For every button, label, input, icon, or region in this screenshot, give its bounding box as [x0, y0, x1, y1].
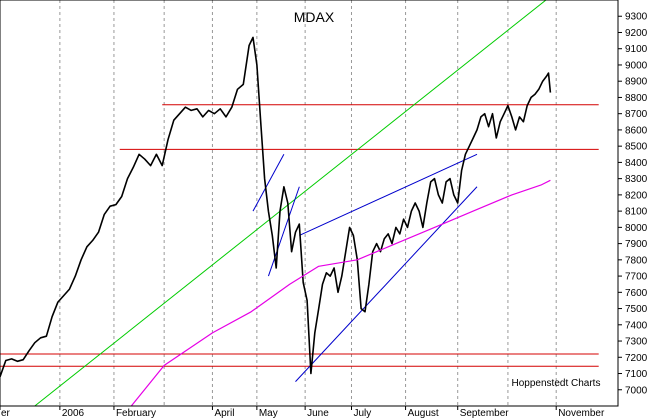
- y-tick-label-7700: 7700: [625, 272, 648, 283]
- y-tick-label-7200: 7200: [625, 353, 648, 364]
- moving-average-line: [130, 179, 551, 407]
- x-tick-label-3: April: [214, 408, 234, 419]
- y-tick-label-8200: 8200: [625, 190, 648, 201]
- trend-line-5: [295, 186, 478, 382]
- y-tick-label-8100: 8100: [625, 207, 648, 218]
- y-tick-label-8700: 8700: [625, 109, 648, 120]
- y-tick-label-8300: 8300: [625, 174, 648, 185]
- y-tick-label-7100: 7100: [625, 369, 648, 380]
- y-tick-label-9200: 9200: [625, 28, 648, 39]
- y-tick-label-9000: 9000: [625, 60, 648, 71]
- y-tick-label-8400: 8400: [625, 158, 648, 169]
- y-axis-ticks: 7000 7100 7200 7300 7400 7500 7600 7700 7800 7900…: [618, 12, 648, 396]
- x-tick-label-7: August: [408, 408, 439, 419]
- trend-line-8: [267, 186, 300, 277]
- price-series-line: [0, 36, 552, 378]
- y-tick-label-7500: 7500: [625, 304, 648, 315]
- x-tick-label-4: May: [259, 408, 278, 419]
- overlay-lines: [0, 0, 599, 407]
- y-tick-label-7000: 7000: [625, 385, 648, 396]
- y-tick-label-7600: 7600: [625, 288, 648, 299]
- series-lines: [0, 36, 552, 407]
- trend-line-7: [252, 154, 285, 212]
- chart-credit: Hoppenstedt Charts: [512, 378, 601, 389]
- trend-line-6: [299, 153, 478, 236]
- y-tick-label-8900: 8900: [625, 77, 648, 88]
- chart-title: MDAX: [294, 9, 335, 25]
- x-tick-label-8: September: [460, 408, 510, 419]
- y-tick-label-9100: 9100: [625, 44, 648, 55]
- x-tick-label-9: November: [558, 408, 605, 419]
- y-tick-label-8600: 8600: [625, 125, 648, 136]
- y-tick-label-8500: 8500: [625, 142, 648, 153]
- x-tick-label-5: June: [307, 408, 329, 419]
- x-tick-label-1: 2006: [62, 408, 85, 419]
- grid-lines: [59, 0, 557, 406]
- y-tick-label-7900: 7900: [625, 239, 648, 250]
- y-tick-label-8000: 8000: [625, 223, 648, 234]
- x-tick-label-6: July: [353, 408, 371, 419]
- y-tick-label-7400: 7400: [625, 320, 648, 331]
- y-tick-label-7300: 7300: [625, 337, 648, 348]
- x-tick-label-2: February: [116, 408, 156, 419]
- y-tick-label-8800: 8800: [625, 93, 648, 104]
- y-tick-label-9300: 9300: [625, 12, 648, 23]
- y-tick-label-7800: 7800: [625, 255, 648, 266]
- x-axis-ticks: er 2006 February April May June July August Sept…: [0, 406, 605, 419]
- x-tick-label-0: er: [1, 408, 11, 419]
